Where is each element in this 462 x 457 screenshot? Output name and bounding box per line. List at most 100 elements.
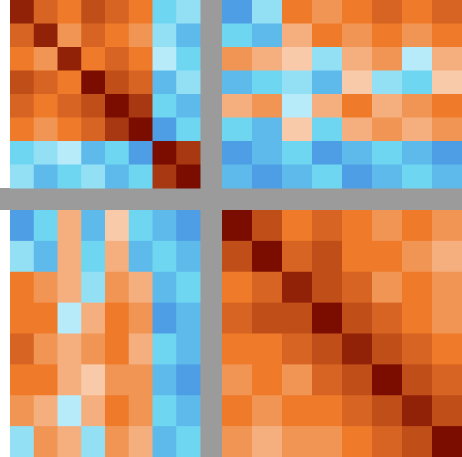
heatmap-cell [152, 141, 177, 165]
heatmap-cell [33, 23, 58, 48]
heatmap-cell [57, 426, 82, 457]
heatmap-cell [10, 395, 35, 427]
heatmap-cell [402, 333, 433, 365]
heatmap-cell [282, 364, 313, 396]
heatmap-cell [372, 426, 403, 457]
heatmap-cell [81, 364, 106, 396]
heatmap-cell [222, 94, 253, 118]
heatmap-cell [128, 426, 153, 457]
heatmap-cell [81, 141, 106, 165]
heatmap-cell [402, 240, 433, 273]
heatmap-cell [372, 240, 403, 273]
heatmap-cell [282, 94, 313, 118]
heatmap-cell [402, 302, 433, 334]
heatmap-cell [81, 210, 106, 242]
heatmap-cell [252, 117, 283, 142]
heatmap-cell [432, 117, 462, 142]
heatmap-cell [282, 395, 313, 427]
heatmap-cell [342, 117, 373, 142]
heatmap-cell [176, 70, 201, 95]
heatmap-cell [222, 141, 253, 165]
heatmap-cell [176, 94, 201, 118]
heatmap-cell [128, 141, 153, 165]
heatmap-cell [342, 426, 373, 457]
heatmap-cell [372, 94, 403, 118]
heatmap-cell [372, 164, 403, 189]
heatmap-cell [252, 302, 283, 334]
heatmap-cell [342, 364, 373, 396]
heatmap-cell [372, 364, 403, 396]
heatmap-cell [176, 23, 201, 48]
heatmap-cell [10, 210, 35, 242]
heatmap-cell [282, 210, 313, 242]
heatmap-cell [402, 47, 433, 71]
heatmap-cell [312, 302, 343, 334]
heatmap-cell [252, 240, 283, 273]
heatmap-cell [33, 117, 58, 142]
heatmap-cell [432, 0, 462, 24]
heatmap-cell [252, 141, 283, 165]
heatmap-cell [33, 271, 58, 304]
heatmap-cell [152, 164, 177, 189]
heatmap-cell [10, 364, 35, 396]
heatmap-cell [10, 47, 35, 71]
heatmap-cell [81, 70, 106, 95]
heatmap-cell [176, 164, 201, 189]
heatmap-cell [33, 395, 58, 427]
heatmap-cell [312, 117, 343, 142]
heatmap-cell [342, 302, 373, 334]
heatmap-cell [402, 70, 433, 95]
heatmap-cell [312, 47, 343, 71]
heatmap-cell [176, 426, 201, 457]
heatmap-cell [10, 302, 35, 334]
heatmap-cell [105, 364, 130, 396]
heatmap-cell [10, 333, 35, 365]
heatmap-cell [222, 70, 253, 95]
heatmap-cell [282, 117, 313, 142]
heatmap-cell [402, 0, 433, 24]
heatmap-cell [152, 333, 177, 365]
heatmap-cell [252, 364, 283, 396]
heatmap-cell [402, 426, 433, 457]
heatmap-cell [128, 395, 153, 427]
heatmap-cell [128, 70, 153, 95]
heatmap-cell [81, 240, 106, 273]
heatmap-cell [402, 141, 433, 165]
heatmap-cell [432, 164, 462, 189]
heatmap-cell [312, 240, 343, 273]
heatmap-cell [282, 271, 313, 304]
heatmap-cell [176, 141, 201, 165]
heatmap-cell [128, 94, 153, 118]
heatmap-cell [402, 271, 433, 304]
heatmap-cell [128, 0, 153, 24]
heatmap-cell [252, 395, 283, 427]
heatmap-cell [312, 23, 343, 48]
heatmap-cell [152, 70, 177, 95]
heatmap-cell [152, 240, 177, 273]
heatmap-cell [222, 117, 253, 142]
heatmap-cell [372, 117, 403, 142]
heatmap-cell [432, 240, 462, 273]
heatmap-cell [33, 333, 58, 365]
heatmap-cell [372, 333, 403, 365]
heatmap-cell [105, 0, 130, 24]
heatmap-cell [10, 0, 35, 24]
heatmap-cell [252, 271, 283, 304]
heatmap-cell [105, 240, 130, 273]
heatmap-cell [222, 240, 253, 273]
separator [0, 188, 462, 210]
heatmap-cell [312, 70, 343, 95]
heatmap-cell [222, 426, 253, 457]
heatmap-cell [152, 47, 177, 71]
heatmap-cell [128, 364, 153, 396]
heatmap-cell [10, 70, 35, 95]
heatmap-cell [81, 47, 106, 71]
heatmap-cell [176, 117, 201, 142]
heatmap-cell [222, 0, 253, 24]
heatmap-cell [105, 426, 130, 457]
heatmap-cell [312, 426, 343, 457]
heatmap-cell [252, 94, 283, 118]
heatmap-cell [81, 94, 106, 118]
heatmap-cell [176, 364, 201, 396]
